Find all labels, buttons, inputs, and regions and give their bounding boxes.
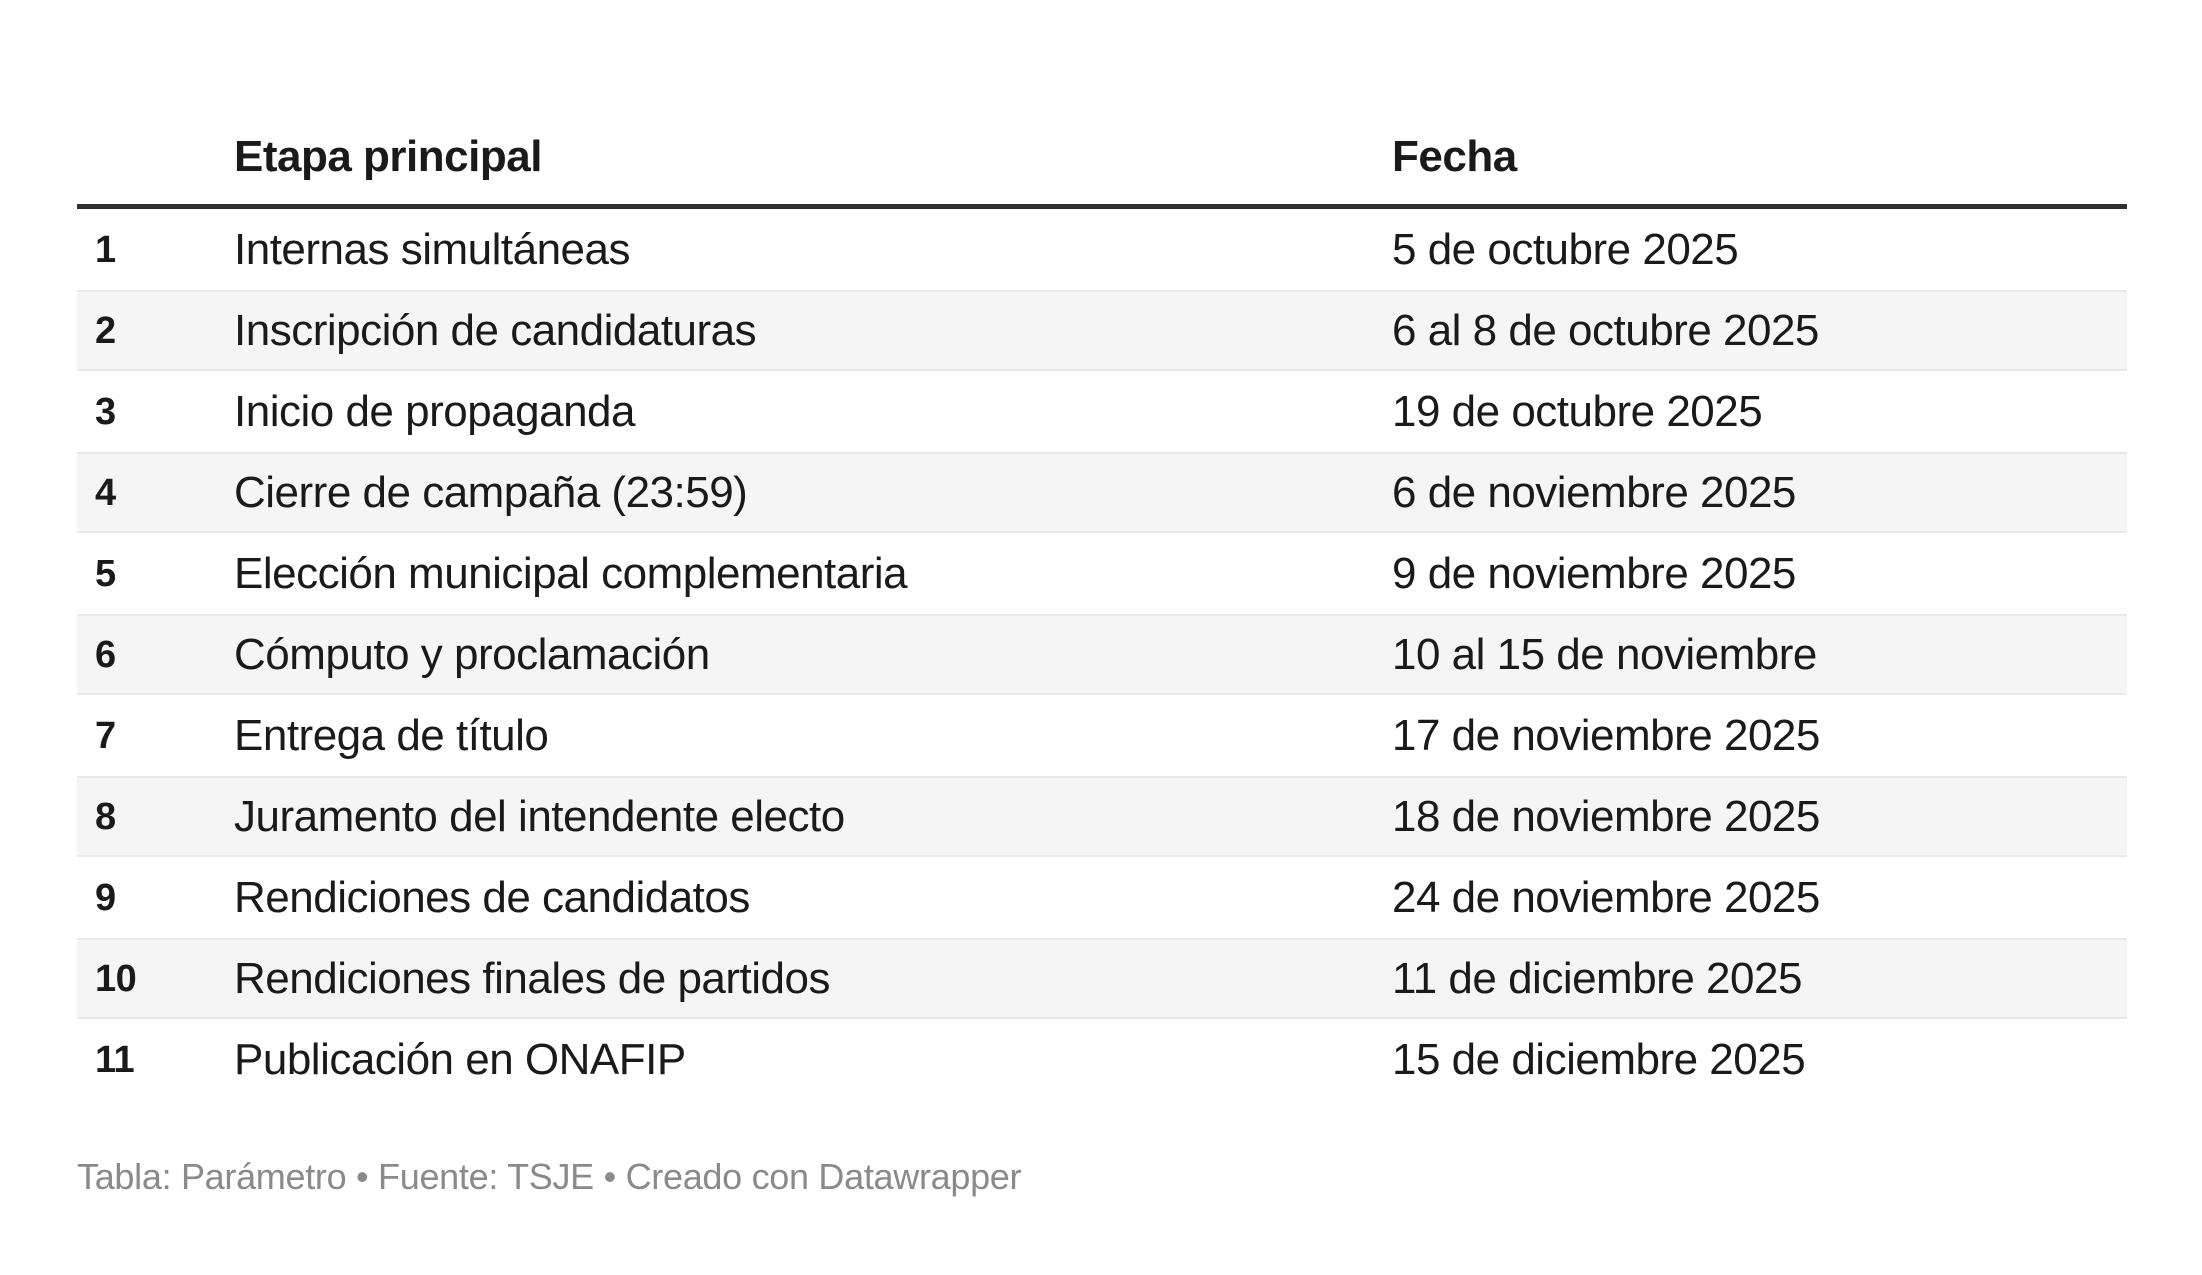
etapa-cell: Inicio de propaganda: [234, 386, 636, 436]
table-row: 5 Elección municipal complementaria 9 de n…: [77, 533, 2127, 614]
table-row: 6 Cómputo y proclamación 10 al 15 de novie…: [77, 614, 2127, 695]
table-row: 1 Internas simultáneas 5 de octubre 2025: [77, 209, 2127, 290]
etapa-cell: Rendiciones de candidatos: [234, 872, 750, 922]
row-number-cell: 11: [95, 1038, 135, 1081]
table-body: 1 Internas simultáneas 5 de octubre 2025 2 I…: [77, 209, 2127, 1100]
etapa-cell: Internas simultáneas: [234, 224, 631, 274]
attribution-footer: Tabla: Parámetro • Fuente: TSJE • Creado…: [77, 1156, 1022, 1197]
fecha-cell: 10 al 15 de noviembre: [1392, 629, 1817, 679]
fecha-cell: 5 de octubre 2025: [1392, 224, 1739, 274]
table: Etapa principal Fecha 1 Internas simultán…: [77, 0, 2127, 1100]
table-row: 3 Inicio de propaganda 19 de octubre 2025: [77, 371, 2127, 452]
column-header-etapa: Etapa principal: [234, 132, 542, 181]
etapa-cell: Inscripción de candidaturas: [234, 305, 757, 355]
fecha-cell: 17 de noviembre 2025: [1392, 710, 1820, 760]
column-header-fecha: Fecha: [1392, 132, 1517, 181]
table-row: 2 Inscripción de candidaturas 6 al 8 de oc…: [77, 290, 2127, 371]
row-number-cell: 8: [95, 795, 116, 838]
fecha-cell: 18 de noviembre 2025: [1392, 791, 1820, 841]
row-number-cell: 5: [95, 552, 116, 595]
etapa-cell: Juramento del intendente electo: [234, 791, 845, 841]
etapa-cell: Rendiciones finales de partidos: [234, 953, 831, 1003]
row-number-cell: 2: [95, 309, 116, 352]
fecha-cell: 9 de noviembre 2025: [1392, 548, 1796, 598]
etapa-cell: Publicación en ONAFIP: [234, 1034, 686, 1084]
table-row: 9 Rendiciones de candidatos 24 de noviembr…: [77, 857, 2127, 938]
fecha-cell: 15 de diciembre 2025: [1392, 1034, 1806, 1084]
table-row: 7 Entrega de título 17 de noviembre 2025: [77, 695, 2127, 776]
table-header-row: Etapa principal Fecha: [77, 0, 2127, 209]
row-number-cell: 10: [95, 957, 137, 1000]
fecha-cell: 6 de noviembre 2025: [1392, 467, 1796, 517]
fecha-cell: 11 de diciembre 2025: [1392, 953, 1802, 1003]
fecha-cell: 6 al 8 de octubre 2025: [1392, 305, 1819, 355]
row-number-cell: 6: [95, 633, 116, 676]
etapa-cell: Entrega de título: [234, 710, 549, 760]
fecha-cell: 24 de noviembre 2025: [1392, 872, 1820, 922]
etapa-cell: Cierre de campaña (23:59): [234, 467, 748, 517]
row-number-cell: 9: [95, 876, 116, 919]
row-number-cell: 1: [95, 228, 116, 271]
table-row: 8 Juramento del intendente electo 18 de no…: [77, 776, 2127, 857]
row-number-cell: 7: [95, 714, 116, 757]
fecha-cell: 19 de octubre 2025: [1392, 386, 1763, 436]
etapa-cell: Elección municipal complementaria: [234, 548, 908, 598]
table-row: 4 Cierre de campaña (23:59) 6 de noviembre…: [77, 452, 2127, 533]
table-row: 11 Publicación en ONAFIP 15 de diciembre 2…: [77, 1019, 2127, 1100]
row-number-cell: 3: [95, 390, 116, 433]
table-row: 10 Rendiciones finales de partidos 11 de d…: [77, 938, 2127, 1019]
row-number-cell: 4: [95, 471, 116, 514]
etapa-cell: Cómputo y proclamación: [234, 629, 710, 679]
